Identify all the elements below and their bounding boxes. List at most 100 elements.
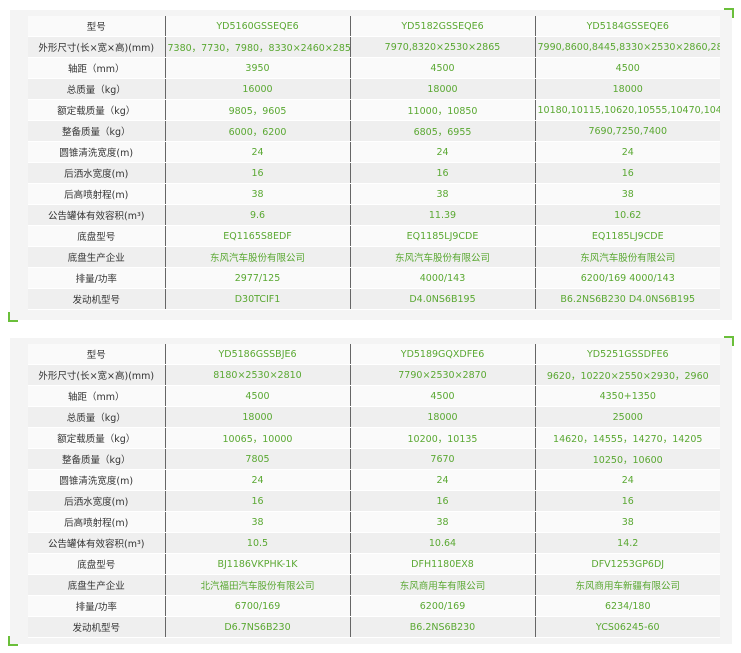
row-label: 后洒水宽度(m) [28, 490, 166, 512]
cell-value: 9620，10220×2550×2930，2960 [535, 364, 720, 386]
cell-value: B6.2NS6B230 D4.0NS6B195 [535, 288, 720, 310]
row-label: 后高喷射程(m) [28, 183, 166, 205]
row-label: 型号 [28, 16, 166, 37]
spec-row: 总质量（kg） 18000 18000 25000 [28, 406, 720, 428]
row-label: 发动机型号 [28, 288, 166, 310]
spec-row: 排量/功率 6700/169 6200/169 6234/180 [28, 595, 720, 617]
row-label: 底盘型号 [28, 225, 166, 247]
row-label: 底盘生产企业 [28, 246, 166, 268]
cell-value: 东风汽车股份有限公司 [165, 246, 351, 268]
cell-value: 18000 [350, 406, 536, 428]
cell-value: 7990,8600,8445,8330×2530×2860,2880 [535, 36, 720, 58]
cell-value: 16 [535, 162, 720, 184]
spec-row: 额定载质量（kg） 10065，10000 10200，10135 14620，145… [28, 427, 720, 449]
cell-value: 24 [350, 141, 536, 163]
spec-table: 型号 YD5160GSSEQE6 YD5182GSSEQE6 YD5184GSSEQE… [28, 16, 720, 310]
cell-value: 18000 [165, 406, 351, 428]
cell-value: 24 [165, 469, 351, 491]
cell-value: 11000，10850 [350, 99, 536, 121]
cell-value: 7970,8320×2530×2865 [350, 36, 536, 58]
row-label: 外形尺寸(长×宽×高)(mm) [28, 36, 166, 58]
row-label: 底盘生产企业 [28, 574, 166, 596]
spec-row: 圆锥清洗宽度(m) 24 24 24 [28, 469, 720, 491]
cell-value: 10.62 [535, 204, 720, 226]
row-label: 底盘型号 [28, 553, 166, 575]
cell-value: 25000 [535, 406, 720, 428]
spec-row: 额定载质量（kg） 9805，9605 11000，10850 10180,10115… [28, 99, 720, 121]
cell-value: EQ1165S8EDF [165, 225, 351, 247]
row-label: 公告罐体有效容积(m³) [28, 204, 166, 226]
cell-value: 7380，7730，7980，8330×2460×2850 [165, 36, 351, 58]
cell-value: 北汽福田汽车股份有限公司 [165, 574, 351, 596]
spec-row: 总质量（kg） 16000 18000 18000 [28, 78, 720, 100]
cell-value: 16000 [165, 78, 351, 100]
row-label: 总质量（kg） [28, 78, 166, 100]
cell-value: 7670 [350, 448, 536, 470]
cell-value: 东风商用车新疆有限公司 [535, 574, 720, 596]
row-label: 排量/功率 [28, 595, 166, 617]
cell-value: 18000 [350, 78, 536, 100]
cell-value: 16 [350, 162, 536, 184]
cell-value: 16 [535, 490, 720, 512]
cell-value: BJ1186VKPHK-1K [165, 553, 351, 575]
cell-value: YD5186GSSBJE6 [165, 344, 351, 365]
cell-value: 16 [350, 490, 536, 512]
cell-value: DFV1253GP6DJ [535, 553, 720, 575]
spec-row: 公告罐体有效容积(m³) 9.6 11.39 10.62 [28, 204, 720, 226]
row-label: 整备质量（kg） [28, 448, 166, 470]
row-label: 整备质量（kg） [28, 120, 166, 142]
row-label: 总质量（kg） [28, 406, 166, 428]
cell-value: 4500 [535, 57, 720, 79]
cell-value: 10065，10000 [165, 427, 351, 449]
cell-value: 8180×2530×2810 [165, 364, 351, 386]
cell-value: 38 [350, 183, 536, 205]
corner [724, 336, 734, 346]
cell-value: 东风商用车有限公司 [350, 574, 536, 596]
spec-row: 后洒水宽度(m) 16 16 16 [28, 162, 720, 184]
row-label: 额定载质量（kg） [28, 99, 166, 121]
cell-value: 9.6 [165, 204, 351, 226]
cell-value: 24 [535, 469, 720, 491]
cell-value: YD5182GSSEQE6 [350, 16, 536, 37]
cell-value: 6700/169 [165, 595, 351, 617]
spec-panel: 型号 YD5186GSSBJE6 YD5189GQXDFE6 YD5251GSSDFE… [8, 336, 734, 646]
cell-value: YD5251GSSDFE6 [535, 344, 720, 365]
spec-table: 型号 YD5186GSSBJE6 YD5189GQXDFE6 YD5251GSSDFE… [28, 344, 720, 638]
spec-row: 发动机型号 D30TCIF1 D4.0NS6B195 B6.2NS6B230 D4.0… [28, 288, 720, 310]
cell-value: 10.5 [165, 532, 351, 554]
spec-row: 底盘生产企业 北汽福田汽车股份有限公司 东风商用车有限公司 东风商用车新疆有限公司 [28, 574, 720, 596]
row-label: 额定载质量（kg） [28, 427, 166, 449]
cell-value: 10250，10600 [535, 448, 720, 470]
corner [8, 312, 18, 322]
row-label: 轴距（mm） [28, 385, 166, 407]
cell-value: 7790×2530×2870 [350, 364, 536, 386]
cell-value: 10180,10115,10620,10555,10470,10405 [535, 99, 720, 121]
spec-row: 后高喷射程(m) 38 38 38 [28, 183, 720, 205]
spec-row: 底盘生产企业 东风汽车股份有限公司 东风汽车股份有限公司 东风汽车股份有限公司 [28, 246, 720, 268]
row-label: 圆锥清洗宽度(m) [28, 469, 166, 491]
row-label: 圆锥清洗宽度(m) [28, 141, 166, 163]
cell-value: 7690,7250,7400 [535, 120, 720, 142]
cell-value: D6.7NS6B230 [165, 616, 351, 638]
cell-value: 4500 [350, 385, 536, 407]
cell-value: 18000 [535, 78, 720, 100]
cell-value: EQ1185LJ9CDE [535, 225, 720, 247]
cell-value: 16 [165, 490, 351, 512]
cell-value: 7805 [165, 448, 351, 470]
cell-value: YD5184GSSEQE6 [535, 16, 720, 37]
row-label: 排量/功率 [28, 267, 166, 289]
cell-value: 24 [350, 469, 536, 491]
cell-value: D4.0NS6B195 [350, 288, 536, 310]
cell-value: YD5189GQXDFE6 [350, 344, 536, 365]
spec-row: 后高喷射程(m) 38 38 38 [28, 511, 720, 533]
cell-value: 4500 [350, 57, 536, 79]
spec-row: 外形尺寸(长×宽×高)(mm) 8180×2530×2810 7790×2530×2… [28, 364, 720, 386]
spec-row: 圆锥清洗宽度(m) 24 24 24 [28, 141, 720, 163]
cell-value: 4500 [165, 385, 351, 407]
corner [724, 8, 734, 18]
row-label: 后洒水宽度(m) [28, 162, 166, 184]
cell-value: 10.64 [350, 532, 536, 554]
cell-value: YCS06245-60 [535, 616, 720, 638]
spec-row: 后洒水宽度(m) 16 16 16 [28, 490, 720, 512]
